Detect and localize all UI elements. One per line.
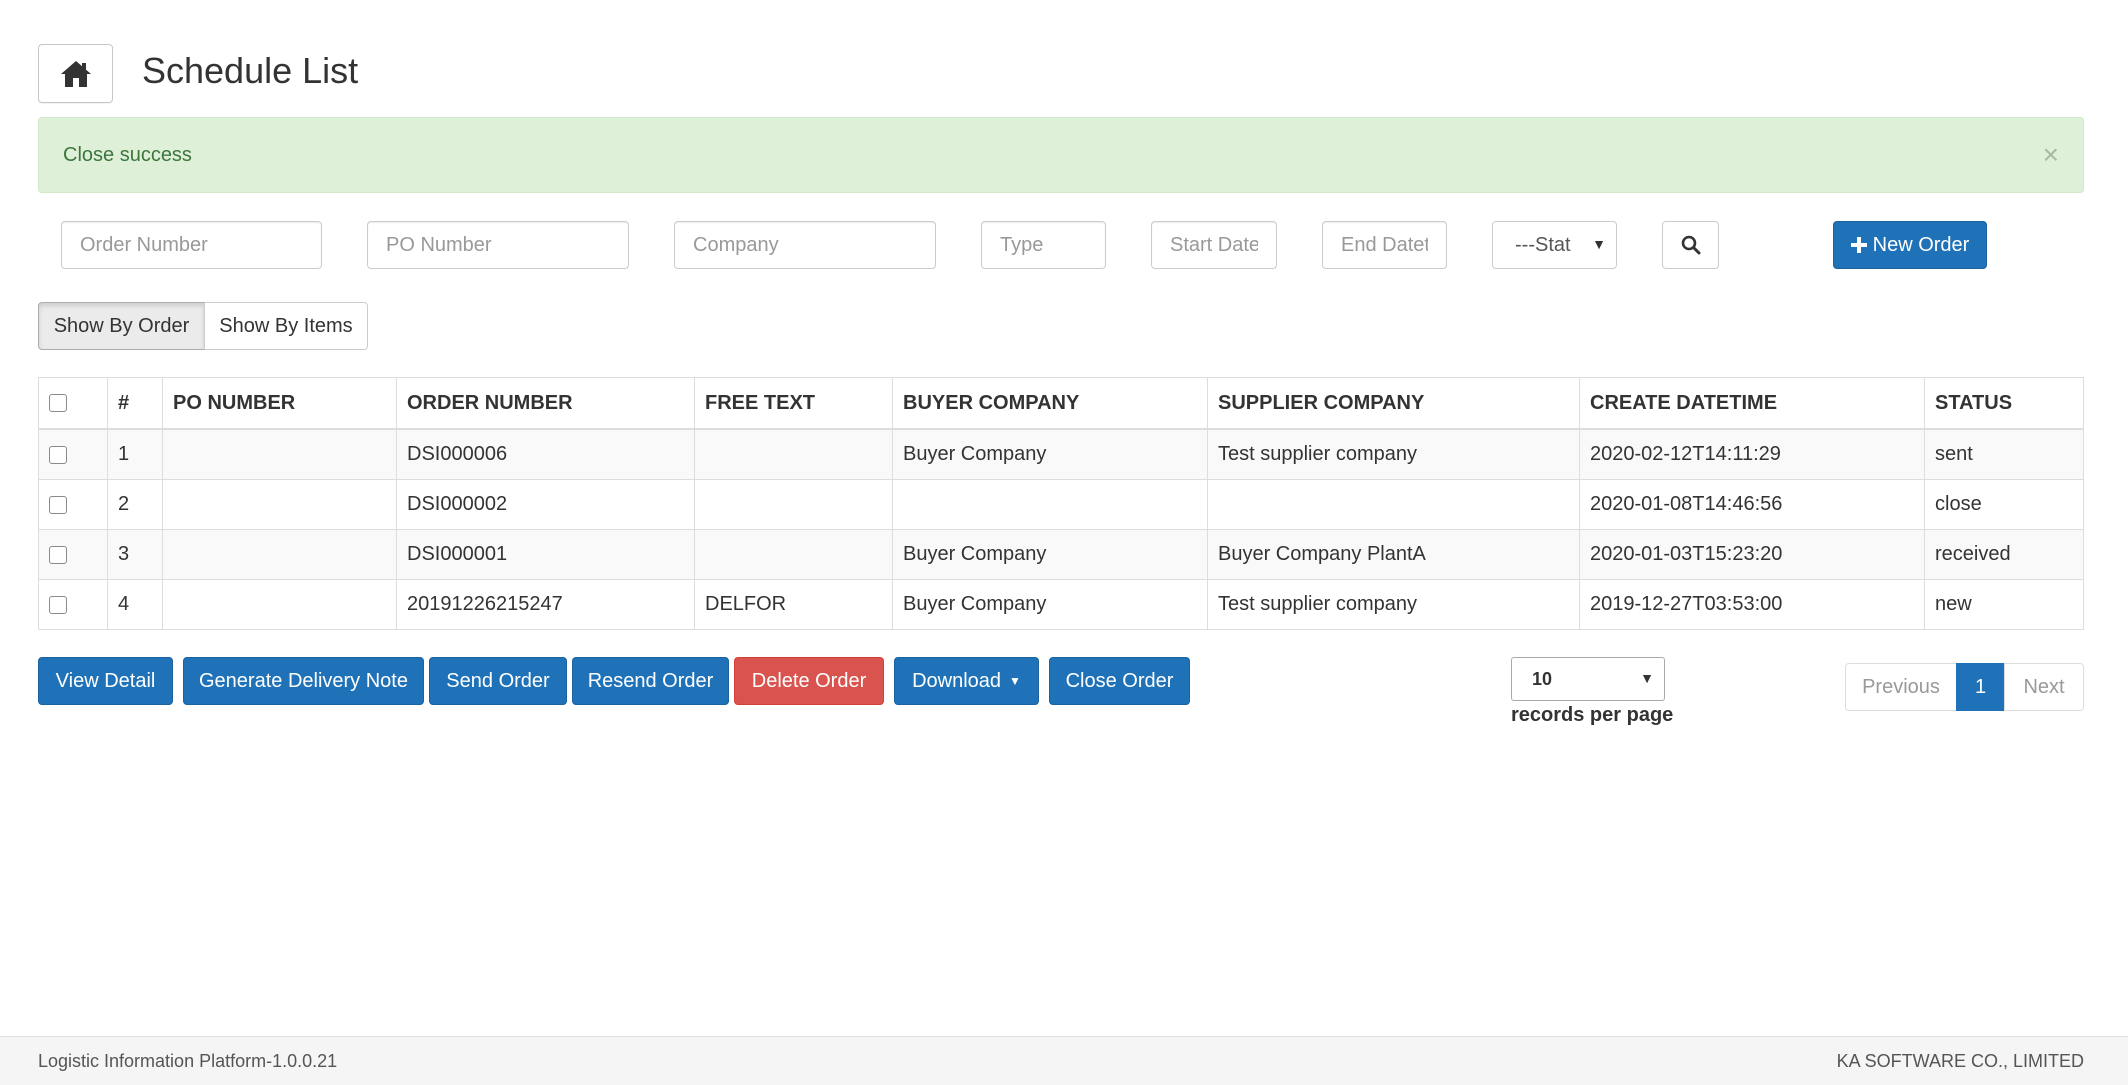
search-button[interactable] bbox=[1662, 221, 1719, 269]
records-per-page-label: records per page bbox=[1511, 704, 1674, 726]
row-index: 3 bbox=[107, 529, 163, 580]
previous-page-button[interactable]: Previous bbox=[1845, 663, 1957, 711]
column-header: STATUS bbox=[1924, 377, 2084, 430]
column-header: # bbox=[107, 377, 163, 430]
next-page-button[interactable]: Next bbox=[2004, 663, 2084, 711]
close-order-button[interactable]: Close Order bbox=[1049, 657, 1190, 705]
records-per-page-select[interactable]: 10 ▼ bbox=[1511, 657, 1665, 701]
status-cell: new bbox=[1924, 579, 2084, 630]
footer-company: KA SOFTWARE CO., LIMITED bbox=[1836, 1051, 2084, 1071]
supplier-company-cell: Buyer Company PlantA bbox=[1207, 529, 1580, 580]
plus-icon bbox=[1850, 237, 1867, 253]
status-cell: close bbox=[1924, 479, 2084, 530]
po-number-cell bbox=[162, 529, 397, 580]
search-icon bbox=[1681, 235, 1700, 255]
select-all-checkbox[interactable] bbox=[49, 394, 67, 413]
end-date-input[interactable] bbox=[1322, 221, 1447, 269]
home-button[interactable] bbox=[38, 44, 113, 103]
company-input[interactable] bbox=[674, 221, 936, 269]
create-datetime-cell: 2019-12-27T03:53:00 bbox=[1579, 579, 1925, 630]
records-per-page-value: 10 bbox=[1532, 668, 1553, 689]
alert-message: Close success bbox=[63, 143, 192, 166]
table-row[interactable]: 2 DSI000002 2020-01-08T14:46:56 close bbox=[38, 479, 2084, 530]
free-text-cell bbox=[694, 479, 893, 530]
status-cell: sent bbox=[1924, 428, 2084, 480]
order-number-cell: DSI000002 bbox=[396, 479, 695, 530]
download-label: Download bbox=[912, 669, 1002, 692]
order-number-cell: DSI000006 bbox=[396, 428, 695, 480]
status-select-value: ---Stat bbox=[1515, 233, 1571, 256]
free-text-cell: DELFOR bbox=[694, 579, 893, 630]
type-input[interactable] bbox=[981, 221, 1106, 269]
buyer-company-cell: Buyer Company bbox=[892, 529, 1208, 580]
po-number-cell bbox=[162, 428, 397, 480]
table-row[interactable]: 3 DSI000001 Buyer Company Buyer Company … bbox=[38, 529, 2084, 580]
create-datetime-cell: 2020-02-12T14:11:29 bbox=[1579, 428, 1925, 480]
buyer-company-cell: Buyer Company bbox=[892, 428, 1208, 480]
table-row[interactable]: 4 20191226215247 DELFOR Buyer Company Te… bbox=[38, 579, 2084, 630]
row-index: 4 bbox=[107, 579, 163, 630]
create-datetime-cell: 2020-01-03T15:23:20 bbox=[1579, 529, 1925, 580]
page-1-button[interactable]: 1 bbox=[1956, 663, 2005, 711]
home-icon bbox=[60, 60, 91, 87]
select-all-cell bbox=[38, 377, 108, 430]
success-alert: Close success × bbox=[38, 117, 2084, 193]
row-checkbox[interactable] bbox=[49, 495, 67, 514]
row-checkbox[interactable] bbox=[49, 595, 67, 614]
create-datetime-cell: 2020-01-08T14:46:56 bbox=[1579, 479, 1925, 530]
status-cell: received bbox=[1924, 529, 2084, 580]
new-order-button[interactable]: New Order bbox=[1833, 221, 1987, 269]
footer: Logistic Information Platform-1.0.0.21 K… bbox=[0, 1036, 2128, 1085]
order-number-cell: 20191226215247 bbox=[396, 579, 695, 630]
orders-table: # PO NUMBER ORDER NUMBER FREE TEXT BUYER… bbox=[38, 377, 2084, 630]
row-checkbox[interactable] bbox=[49, 545, 67, 564]
order-number-input[interactable] bbox=[61, 221, 322, 269]
supplier-company-cell: Test supplier company bbox=[1207, 579, 1580, 630]
new-order-label: New Order bbox=[1872, 233, 1970, 256]
free-text-cell bbox=[694, 529, 893, 580]
start-date-input[interactable] bbox=[1151, 221, 1277, 269]
po-number-cell bbox=[162, 579, 397, 630]
delete-order-button[interactable]: Delete Order bbox=[734, 657, 884, 705]
table-header-row: # PO NUMBER ORDER NUMBER FREE TEXT BUYER… bbox=[38, 377, 2084, 430]
supplier-company-cell: Test supplier company bbox=[1207, 428, 1580, 480]
status-select[interactable]: ---Stat ▼ bbox=[1492, 221, 1617, 269]
row-index: 2 bbox=[107, 479, 163, 530]
page-title: Schedule List bbox=[142, 50, 359, 91]
free-text-cell bbox=[694, 428, 893, 480]
alert-close-icon[interactable]: × bbox=[2042, 139, 2059, 170]
view-detail-button[interactable]: View Detail bbox=[38, 657, 173, 705]
download-dropdown-button[interactable]: Download ▼ bbox=[894, 657, 1039, 705]
resend-order-button[interactable]: Resend Order bbox=[572, 657, 729, 705]
buyer-company-cell bbox=[892, 479, 1208, 530]
buyer-company-cell: Buyer Company bbox=[892, 579, 1208, 630]
caret-down-icon: ▼ bbox=[1640, 670, 1654, 686]
column-header: SUPPLIER COMPANY bbox=[1207, 377, 1580, 430]
generate-delivery-note-button[interactable]: Generate Delivery Note bbox=[183, 657, 424, 705]
supplier-company-cell bbox=[1207, 479, 1580, 530]
column-header: CREATE DATETIME bbox=[1579, 377, 1925, 430]
column-header: FREE TEXT bbox=[694, 377, 893, 430]
po-number-input[interactable] bbox=[367, 221, 629, 269]
table-row[interactable]: 1 DSI000006 Buyer Company Test supplier … bbox=[38, 428, 2084, 480]
show-by-order-button[interactable]: Show By Order bbox=[38, 302, 205, 350]
column-header: BUYER COMPANY bbox=[892, 377, 1208, 430]
send-order-button[interactable]: Send Order bbox=[429, 657, 567, 705]
row-checkbox[interactable] bbox=[49, 445, 67, 464]
show-by-items-button[interactable]: Show By Items bbox=[204, 302, 368, 350]
footer-app-version: Logistic Information Platform-1.0.0.21 bbox=[38, 1051, 338, 1071]
column-header: PO NUMBER bbox=[162, 377, 397, 430]
caret-down-icon: ▼ bbox=[1009, 674, 1021, 688]
column-header: ORDER NUMBER bbox=[396, 377, 695, 430]
row-index: 1 bbox=[107, 428, 163, 480]
order-number-cell: DSI000001 bbox=[396, 529, 695, 580]
po-number-cell bbox=[162, 479, 397, 530]
caret-down-icon: ▼ bbox=[1592, 236, 1606, 252]
